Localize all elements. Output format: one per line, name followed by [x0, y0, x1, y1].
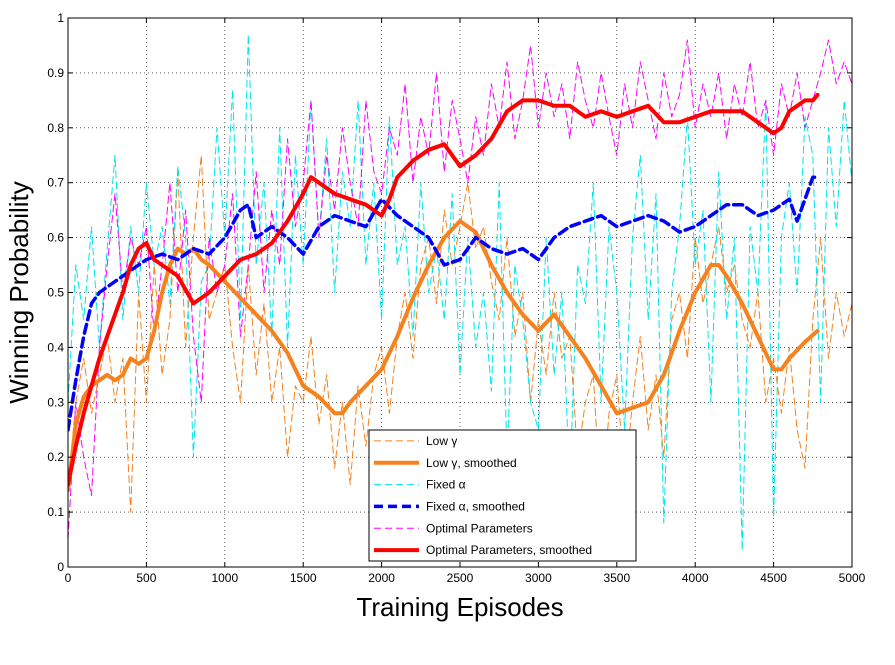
series-line-3: [68, 175, 820, 432]
legend-box: [368, 429, 637, 562]
y-tick-label: 0.3: [47, 395, 64, 409]
y-tick-label: 0.8: [47, 121, 64, 135]
legend-label-4: Optimal Parameters: [426, 521, 533, 535]
y-tick-label: 0.9: [47, 66, 64, 80]
y-tick-label: 0.5: [47, 286, 64, 300]
legend-label-3: Fixed α, smoothed: [426, 499, 525, 513]
x-tick-label: 5000: [839, 571, 866, 585]
y-tick-label: 0.6: [47, 231, 64, 245]
series-line-4: [68, 39, 852, 540]
x-tick-label: 3000: [525, 571, 552, 585]
x-tick-label: 2500: [447, 571, 474, 585]
series-line-1: [68, 219, 820, 493]
legend-label-5: Optimal Parameters, smoothed: [426, 543, 592, 557]
y-tick-label: 0.2: [47, 450, 64, 464]
y-tick-label: 0.4: [47, 340, 64, 354]
ticks: 0 500 1000 1500 2000 2500 3000 3500 4000 4500 5000…: [47, 11, 865, 585]
x-tick-label: 500: [136, 571, 156, 585]
y-tick-label: 0.7: [47, 176, 64, 190]
series-line-5: [68, 92, 820, 487]
x-tick-label: 1500: [290, 571, 317, 585]
y-tick-label: 1: [57, 11, 64, 25]
legend-label-2: Fixed α: [426, 478, 466, 492]
x-tick-label: 3500: [603, 571, 630, 585]
x-tick-label: 0: [65, 571, 72, 585]
x-tick-label: 2000: [368, 571, 395, 585]
legend-label-0: Low γ: [426, 434, 457, 448]
legend-label-1: Low γ, smoothed: [426, 456, 517, 470]
series-line-0: [68, 154, 852, 513]
y-tick-label: 0.1: [47, 505, 64, 519]
legend: Low γ Low γ, smoothed Fixed α Fixed α, smoo…: [368, 429, 637, 562]
x-tick-label: 4500: [760, 571, 787, 585]
x-tick-label: 4000: [682, 571, 709, 585]
y-tick-label: 0: [57, 560, 64, 574]
plot-area: 0 500 1000 1500 2000 2500 3000 3500 4000 4500 5000…: [47, 11, 865, 585]
series-layer: [68, 34, 852, 551]
x-axis-label: Training Episodes: [356, 592, 563, 622]
x-tick-label: 1000: [211, 571, 238, 585]
y-axis-label: Winning Probability: [4, 181, 34, 404]
